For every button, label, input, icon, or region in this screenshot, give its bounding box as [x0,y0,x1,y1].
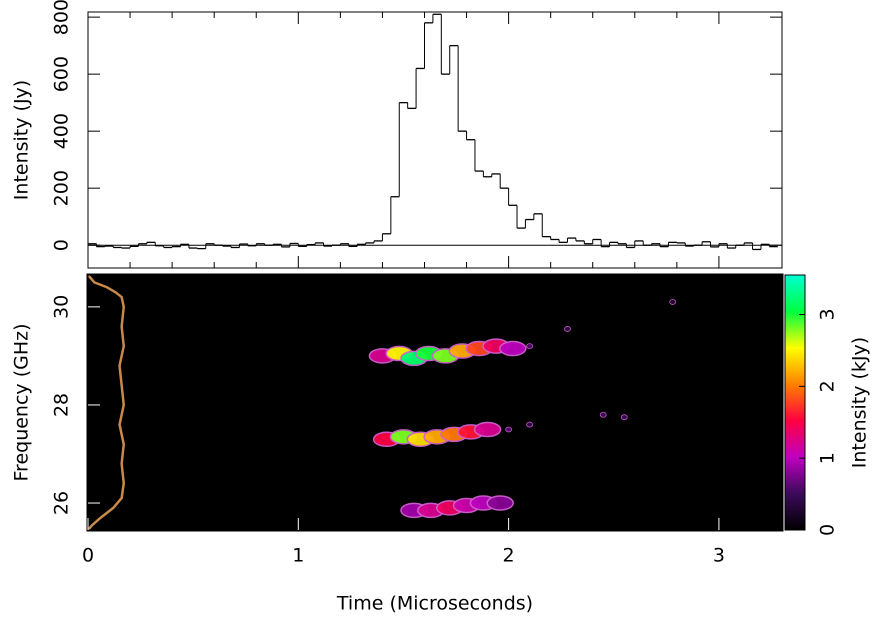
plot-frame [87,274,783,531]
colorbar-label: Intensity (kJy) [849,337,871,468]
emission [486,495,514,511]
y-tick-label: 26 [51,491,73,515]
emission [473,421,502,438]
y-tick-label: 30 [51,295,73,319]
x-tick-label: 1 [292,545,304,567]
colorbar-tick-label: 0 [817,524,839,536]
y-tick-label: 28 [51,393,73,417]
y-tick-label: 400 [51,113,73,149]
emission [620,414,628,421]
band-profile [87,274,126,531]
x-tick-label: 2 [503,545,515,567]
emission [599,411,607,418]
emission [499,340,527,357]
emission [564,326,571,332]
y-tick-label: 600 [51,56,73,92]
x-tick-label: 3 [713,545,725,567]
colorbar-tick-label: 3 [817,308,839,320]
plot-outer-frame [86,273,784,532]
y-tick-label: 800 [51,0,73,35]
colorbar [784,274,806,531]
x-axis-label: Time (Microseconds) [336,593,533,615]
emission [505,426,513,433]
emission [526,343,534,350]
colorbar-tick-label: 2 [817,380,839,392]
y-tick-label: 200 [51,170,73,206]
plot-frame [87,11,783,269]
y-tick-label: 0 [51,239,73,251]
y-axis-label: Frequency (GHz) [11,323,33,481]
image-background [88,275,782,530]
emission [669,299,677,305]
x-tick-label: 0 [82,545,94,567]
y-axis-label: Intensity (Jy) [11,80,33,200]
emission [526,421,534,428]
colorbar-tick-label: 1 [817,452,839,464]
